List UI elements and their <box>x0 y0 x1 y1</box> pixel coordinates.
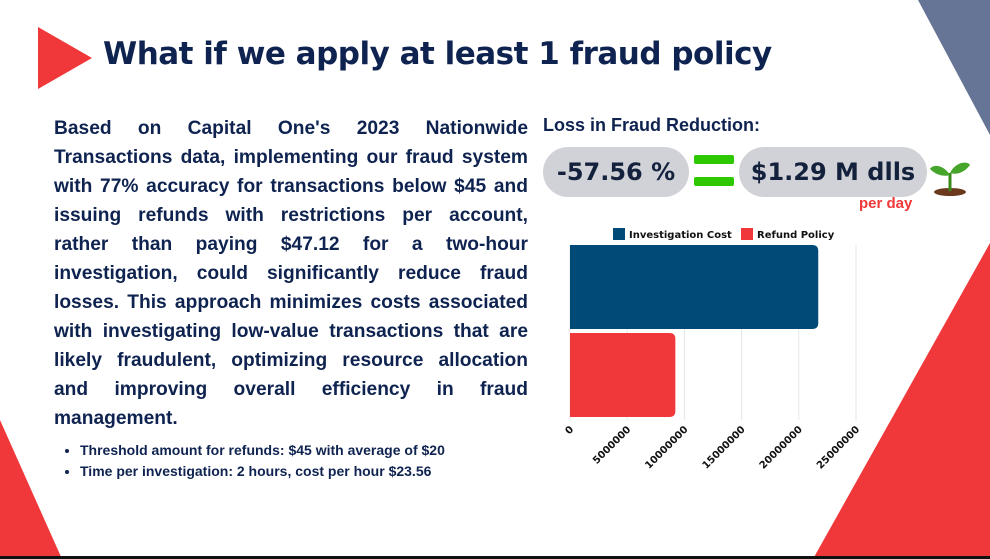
legend-swatch <box>741 228 753 240</box>
bullet-item: Threshold amount for refunds: $45 with a… <box>80 440 445 461</box>
x-tick-label: 0 <box>563 424 576 437</box>
x-tick-label: 20000000 <box>758 424 805 471</box>
equals-icon <box>694 155 734 199</box>
x-tick-label: 5000000 <box>591 424 633 466</box>
x-tick-label: 25000000 <box>815 424 862 471</box>
body-paragraph: Based on Capital One's 2023 Nationwide T… <box>54 118 528 429</box>
bar-chart: Investigation Cost Refund Policy 0 5000000… <box>563 228 862 471</box>
legend-label: Refund Policy <box>757 230 835 241</box>
per-day-label: per day <box>859 195 913 212</box>
legend-label: Investigation Cost <box>629 230 732 241</box>
page-title: What if we apply at least 1 fraud policy <box>103 36 772 72</box>
slate-corner-triangle <box>918 0 990 135</box>
red-right-triangle <box>813 243 990 559</box>
x-tick-label: 10000000 <box>643 424 690 471</box>
amount-pill: $1.29 M dlls <box>739 147 927 197</box>
bullet-list: Threshold amount for refunds: $45 with a… <box>80 440 445 482</box>
red-left-triangle <box>0 420 62 559</box>
bottom-border <box>0 556 990 559</box>
play-triangle-icon <box>38 27 92 89</box>
sprout-icon <box>930 162 970 196</box>
percent-pill: -57.56 % <box>543 147 689 197</box>
legend-swatch <box>613 228 625 240</box>
x-tick-label: 15000000 <box>701 424 748 471</box>
chart-legend: Investigation Cost Refund Policy <box>613 228 835 241</box>
bullet-item: Time per investigation: 2 hours, cost pe… <box>80 461 445 482</box>
bar-refund-policy <box>570 333 676 417</box>
bar-investigation-cost <box>570 245 819 329</box>
loss-label: Loss in Fraud Reduction: <box>543 115 761 135</box>
